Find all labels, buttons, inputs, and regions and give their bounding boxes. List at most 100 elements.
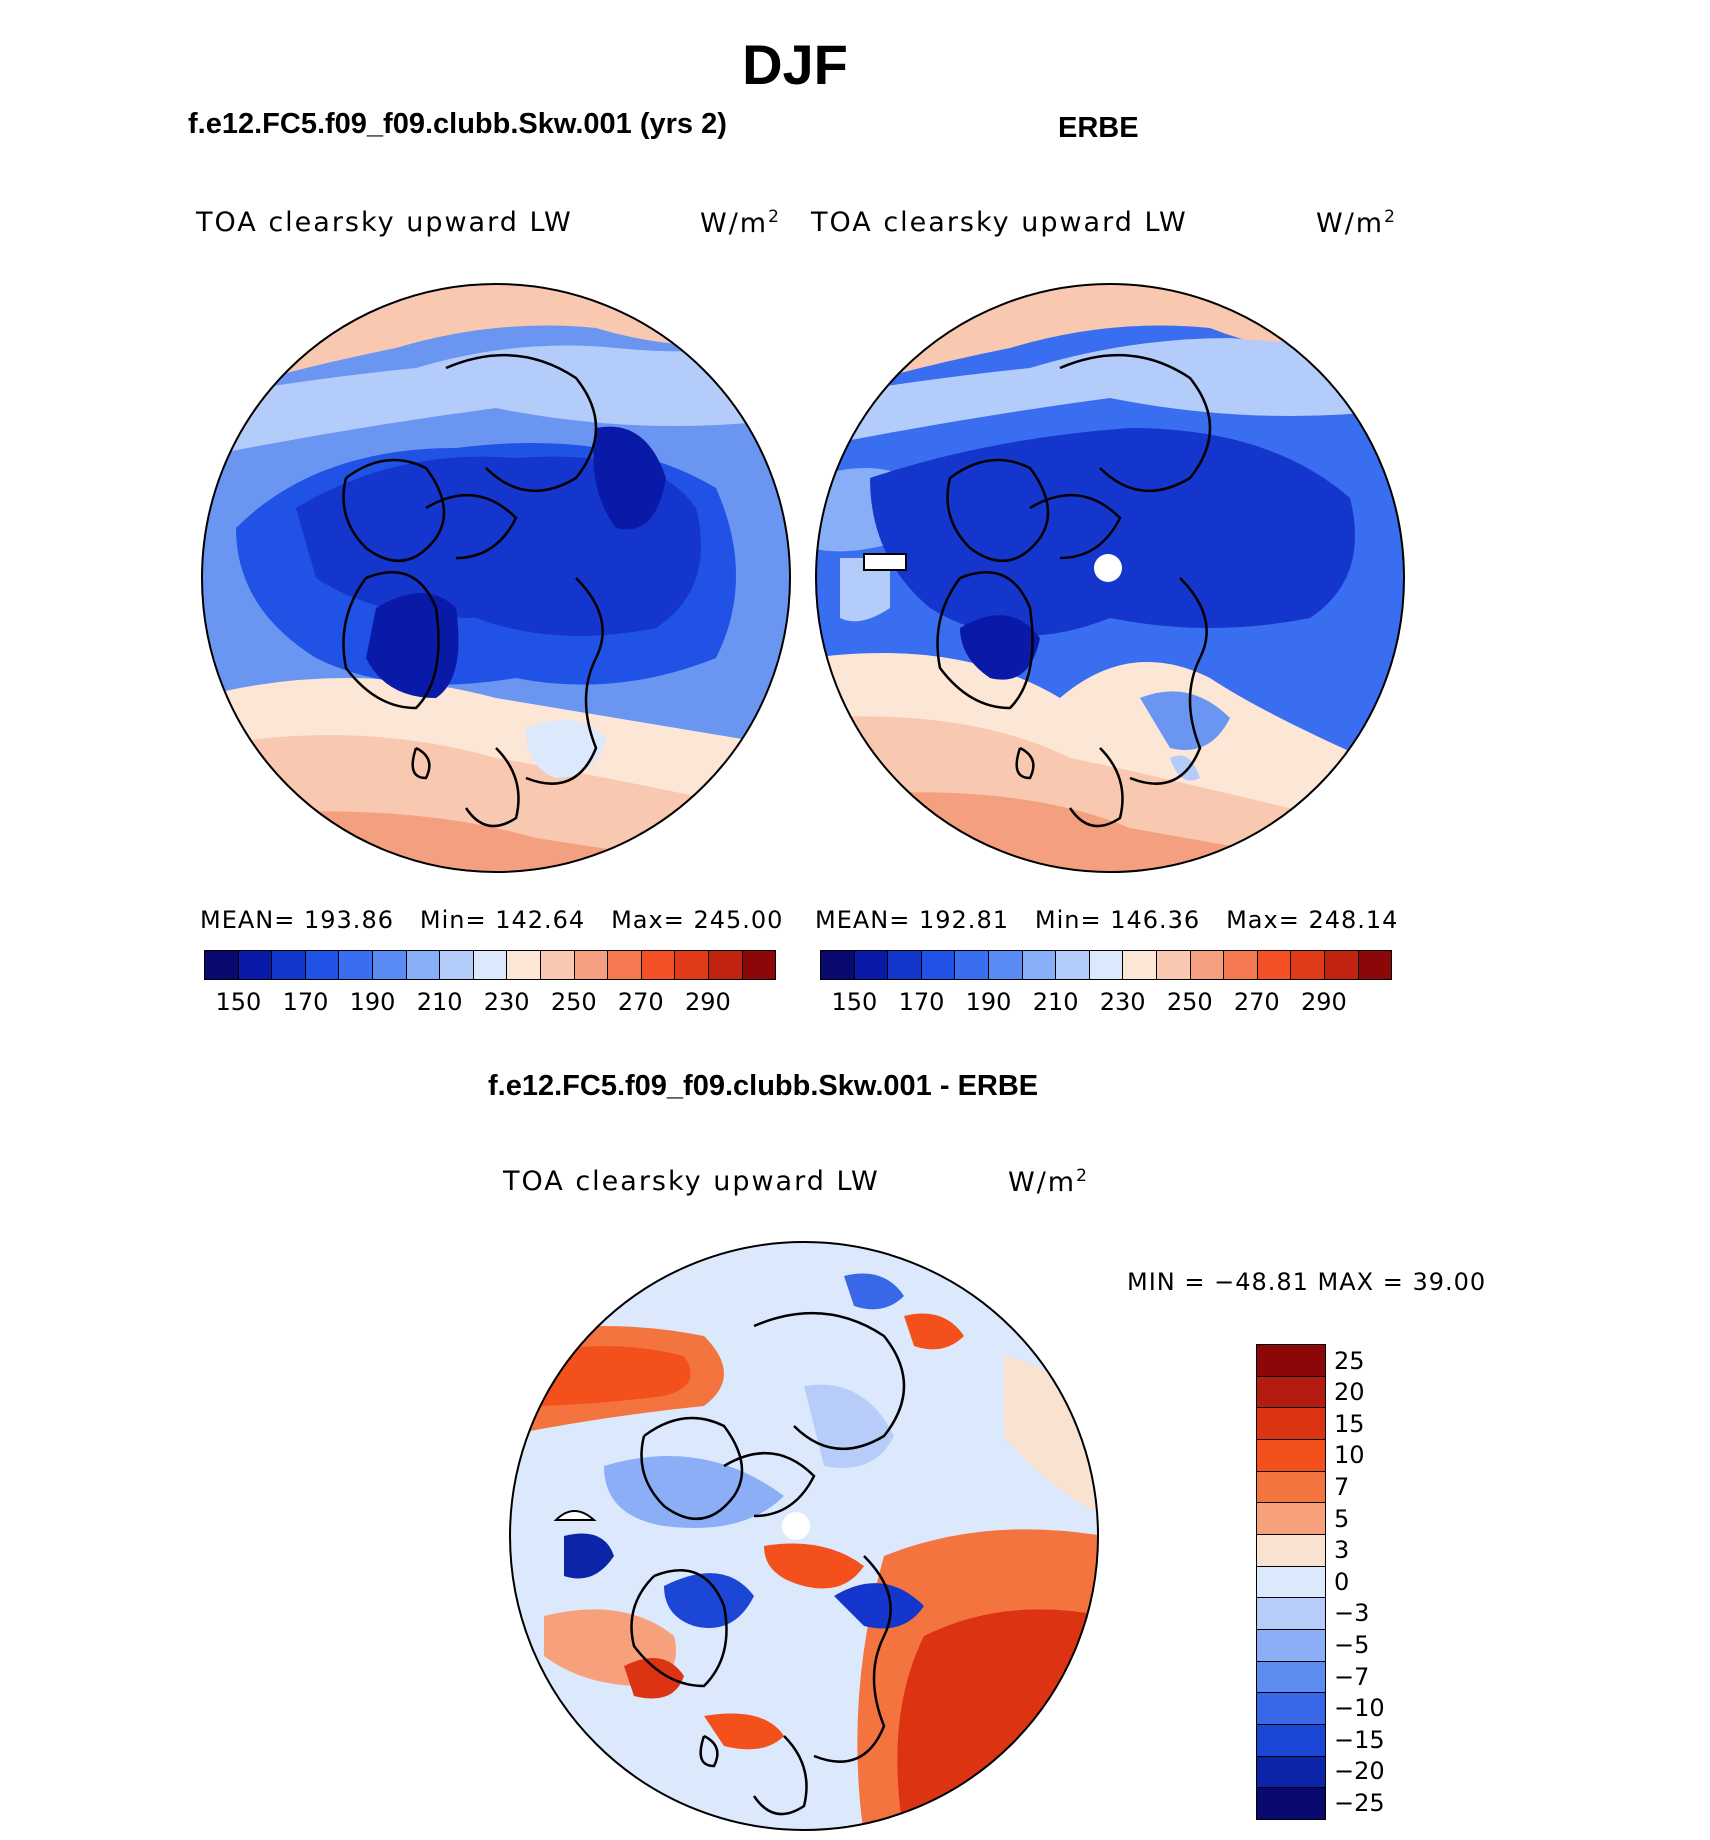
panel1-colorbar-tick-label: 230 bbox=[483, 988, 530, 1016]
panel2-colorbar-tick-label: 250 bbox=[1166, 988, 1213, 1016]
panel2-variable-label: TOA clearsky upward LW bbox=[811, 207, 1188, 238]
panel2-colorbar-swatch bbox=[1324, 951, 1359, 979]
diff-colorbar-tick-label: −20 bbox=[1334, 1757, 1385, 1786]
diff-colorbar-swatch bbox=[1257, 1503, 1325, 1536]
diff-colorbar-tick-label: 5 bbox=[1334, 1504, 1350, 1533]
diff-colorbar-tick-label: 7 bbox=[1334, 1473, 1350, 1501]
diff-colorbar-tick-label: −25 bbox=[1334, 1789, 1385, 1817]
panel1-colorbar-swatch bbox=[742, 951, 776, 979]
diff-colorbar-tick-label: 15 bbox=[1334, 1409, 1365, 1438]
diff-colorbar-swatch bbox=[1257, 1440, 1325, 1472]
diff-colorbar-tick-label: 10 bbox=[1334, 1441, 1365, 1470]
panel2-colorbar-swatch bbox=[821, 951, 855, 979]
panel2-colorbar-tick-label: 190 bbox=[965, 988, 1012, 1016]
panel2-colorbar-swatch bbox=[921, 951, 956, 979]
panel1-colorbar-swatch bbox=[205, 951, 239, 979]
panel1-colorbar-tick-label: 290 bbox=[684, 988, 731, 1016]
diff-colorbar-swatch bbox=[1257, 1535, 1325, 1567]
figure-title: DJF bbox=[742, 33, 848, 96]
panel2-colorbar-swatch bbox=[1257, 951, 1292, 979]
panel1-colorbar-swatch bbox=[574, 951, 609, 979]
panel2-colorbar-swatch bbox=[1224, 951, 1258, 979]
panel1-colorbar-ticks: 150 170 190 210 230 250 270 290 bbox=[204, 988, 774, 1018]
panel1-colorbar-swatch bbox=[608, 951, 642, 979]
panel1-colorbar-tick-label: 170 bbox=[282, 988, 329, 1016]
diff-colorbar-tick-label: −7 bbox=[1334, 1662, 1370, 1691]
panel3-minmax: MIN = −48.81 MAX = 39.00 bbox=[1127, 1268, 1487, 1296]
panel1-colorbar-swatch bbox=[708, 951, 743, 979]
diff-colorbar-swatch bbox=[1257, 1756, 1325, 1789]
diff-colorbar-swatch bbox=[1257, 1725, 1325, 1757]
panel1-colorbar-swatch bbox=[507, 951, 541, 979]
panel1-colorbar-tick-label: 270 bbox=[617, 988, 664, 1016]
panel2-colorbar-swatch bbox=[1022, 951, 1057, 979]
panel2-colorbar-swatch bbox=[1190, 951, 1225, 979]
diff-colorbar-tick-label: 0 bbox=[1334, 1567, 1350, 1596]
diff-colorbar-swatch bbox=[1257, 1566, 1325, 1599]
diff-colorbar-tick-label: −5 bbox=[1334, 1631, 1370, 1659]
panel1-colorbar-swatch bbox=[372, 951, 407, 979]
panel2-colorbar-tick-label: 210 bbox=[1032, 988, 1079, 1016]
panel2-colorbar bbox=[820, 950, 1392, 980]
panel1-colorbar-swatch bbox=[272, 951, 306, 979]
diff-colorbar-swatch bbox=[1257, 1661, 1325, 1694]
panel2-colorbar-swatch bbox=[1291, 951, 1325, 979]
panel2-colorbar-tick-label: 230 bbox=[1099, 988, 1146, 1016]
panel1-colorbar bbox=[204, 950, 776, 980]
panel3-units: W/m2 bbox=[1008, 1166, 1089, 1198]
panel1-colorbar-tick-label: 250 bbox=[550, 988, 597, 1016]
panel1-colorbar-swatch bbox=[339, 951, 373, 979]
panel1-colorbar-swatch bbox=[473, 951, 508, 979]
panel2-colorbar-tick-label: 270 bbox=[1233, 988, 1280, 1016]
panel2-stats: MEAN= 192.81 Min= 146.36 Max= 248.14 bbox=[815, 906, 1399, 934]
panel1-colorbar-swatch bbox=[540, 951, 575, 979]
diff-colorbar-tick-label: −10 bbox=[1334, 1694, 1385, 1723]
diff-colorbar bbox=[1256, 1344, 1326, 1820]
obs-map bbox=[815, 283, 1405, 873]
diff-colorbar-swatch bbox=[1257, 1693, 1325, 1726]
panel2-colorbar-tick-label: 150 bbox=[831, 988, 878, 1016]
panel2-colorbar-swatch bbox=[1089, 951, 1124, 979]
model-panel-title: f.e12.FC5.f09_f09.clubb.Skw.001 (yrs 2) bbox=[188, 108, 727, 140]
panel2-colorbar-swatch bbox=[1358, 951, 1392, 979]
panel2-colorbar-tick-label: 290 bbox=[1300, 988, 1347, 1016]
panel1-colorbar-swatch bbox=[641, 951, 676, 979]
diff-colorbar-swatch bbox=[1257, 1345, 1325, 1377]
panel1-colorbar-swatch bbox=[238, 951, 273, 979]
panel1-colorbar-tick-label: 190 bbox=[349, 988, 396, 1016]
panel1-colorbar-swatch bbox=[305, 951, 340, 979]
panel1-colorbar-tick-label: 150 bbox=[215, 988, 262, 1016]
diff-map bbox=[509, 1241, 1099, 1831]
panel2-colorbar-swatch bbox=[1056, 951, 1090, 979]
panel2-colorbar-swatch bbox=[854, 951, 889, 979]
panel2-colorbar-ticks: 150 170 190 210 230 250 270 290 bbox=[820, 988, 1390, 1018]
panel2-colorbar-swatch bbox=[988, 951, 1023, 979]
panel1-variable-label: TOA clearsky upward LW bbox=[196, 207, 573, 238]
diff-colorbar-tick-label: −3 bbox=[1334, 1599, 1370, 1628]
panel2-colorbar-swatch bbox=[888, 951, 922, 979]
diff-colorbar-swatch bbox=[1257, 1788, 1325, 1820]
diff-colorbar-swatch bbox=[1257, 1630, 1325, 1662]
diff-colorbar-swatch bbox=[1257, 1408, 1325, 1441]
panel2-colorbar-tick-label: 170 bbox=[898, 988, 945, 1016]
diff-colorbar-tick-label: 3 bbox=[1334, 1536, 1350, 1565]
panel2-colorbar-swatch bbox=[1156, 951, 1191, 979]
diff-colorbar-swatch bbox=[1257, 1471, 1325, 1504]
panel2-units: W/m2 bbox=[1316, 207, 1397, 239]
panel3-variable-label: TOA clearsky upward LW bbox=[503, 1166, 880, 1197]
model-map bbox=[201, 283, 791, 873]
diff-colorbar-tick-label: 20 bbox=[1334, 1378, 1365, 1407]
diff-colorbar-tick-label: −15 bbox=[1334, 1725, 1385, 1754]
panel1-colorbar-swatch bbox=[440, 951, 474, 979]
obs-panel-title: ERBE bbox=[1058, 112, 1139, 144]
panel1-colorbar-swatch bbox=[406, 951, 441, 979]
diff-colorbar-swatch bbox=[1257, 1376, 1325, 1409]
diff-colorbar-ticks: 25 20 15 10 7 5 3 0 −3 −5 −7 −10 −15 −20 −25 bbox=[1334, 1344, 1424, 1818]
panel1-stats: MEAN= 193.86 Min= 142.64 Max= 245.00 bbox=[200, 906, 784, 934]
panel1-colorbar-tick-label: 210 bbox=[416, 988, 463, 1016]
panel1-colorbar-swatch bbox=[675, 951, 709, 979]
panel2-colorbar-swatch bbox=[955, 951, 989, 979]
diff-colorbar-tick-label: 25 bbox=[1334, 1346, 1365, 1375]
diff-panel-title: f.e12.FC5.f09_f09.clubb.Skw.001 - ERBE bbox=[488, 1070, 1039, 1102]
panel2-colorbar-swatch bbox=[1123, 951, 1157, 979]
